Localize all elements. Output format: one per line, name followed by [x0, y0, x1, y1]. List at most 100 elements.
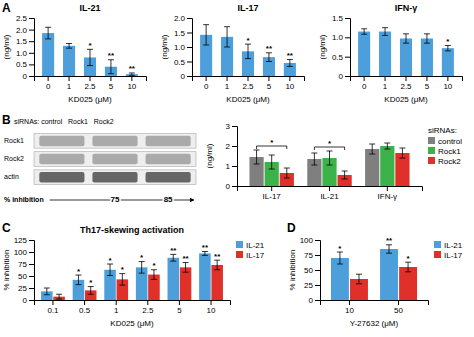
blot-row-label: actin [4, 173, 19, 180]
bar [42, 33, 54, 76]
blot-strip [34, 170, 196, 185]
blot-strip [34, 134, 196, 149]
panel-label: B [2, 113, 11, 127]
legend-entry: Rock2 [438, 157, 461, 166]
title: Th17-skewing activation [80, 225, 184, 235]
x-tick: 2.5 [142, 300, 154, 315]
blot-band [146, 136, 191, 147]
tick-label: 1 [226, 162, 231, 171]
legend-entry: IL-21 [444, 241, 463, 250]
tick-mark [110, 76, 111, 81]
tick-mark [345, 76, 350, 77]
blot-band [39, 154, 84, 165]
bracket-label: * [328, 139, 332, 148]
tick-mark [387, 186, 388, 191]
axis-line [35, 301, 231, 306]
x-tick: 0 [46, 76, 51, 91]
tick-label: 0 [23, 296, 28, 305]
tick-mark [289, 76, 290, 81]
error-bar [254, 150, 260, 164]
significance: ** [129, 64, 136, 73]
y-axis-label: (ng/ml) [318, 34, 327, 59]
blot-band [39, 136, 84, 147]
annotations: ************** [77, 243, 221, 287]
y-tick: 0.5 [332, 53, 350, 62]
data-label: 85 [164, 195, 173, 204]
axis-line [351, 77, 463, 82]
error-bar [245, 44, 251, 59]
bar [211, 265, 223, 300]
y-tick: 0 [23, 296, 34, 305]
tick-mark [84, 300, 85, 305]
error-bar [170, 254, 176, 261]
error-bar [384, 143, 390, 149]
tick-mark [232, 126, 237, 127]
tick-label: IFN-γ [378, 192, 398, 201]
axis-line [193, 77, 305, 82]
tick-mark [29, 64, 34, 65]
error-bar [405, 262, 411, 272]
legend-swatch [236, 241, 243, 248]
tick-mark [29, 30, 34, 31]
tick-label: 1.0 [332, 33, 344, 42]
legend-swatch [428, 157, 435, 164]
panel: 0123IL-17IL-21IFN-γ**(ng/ml)siRNAs:contr… [205, 122, 462, 201]
tick-label: 1.5 [332, 14, 344, 23]
error-bar [284, 168, 290, 178]
significance: * [88, 41, 92, 50]
plot-area [249, 143, 409, 186]
tick-mark [345, 37, 350, 38]
error-bar [107, 264, 113, 276]
blot-annotation: % inhibition [4, 196, 44, 203]
blot-band [92, 136, 137, 147]
tick-label: 10 [345, 306, 354, 315]
blot-band [146, 172, 191, 183]
tick-mark [349, 300, 350, 305]
blot-band [39, 172, 84, 183]
error-bar [75, 275, 81, 285]
tick-label: 3 [226, 122, 231, 131]
significance: ** [287, 51, 294, 60]
x-tick: 0.5 [79, 300, 91, 315]
tick-label: 2.0 [16, 26, 28, 35]
error-bar [44, 288, 50, 295]
x-axis: 012.5510 [193, 76, 305, 91]
y-tick: 2.0 [174, 14, 192, 23]
error-bar [214, 260, 220, 270]
tick-mark [29, 252, 34, 253]
y-tick: 0.5 [16, 60, 34, 69]
x-axis: 1050 [321, 300, 429, 315]
panel: 00.51.01.5012.5510*IFN-γKD025 (μM)(ng/ml… [318, 3, 463, 104]
tick-label: 50 [18, 272, 27, 281]
error-bar [202, 252, 208, 256]
error-bar [445, 45, 451, 50]
tick-mark [29, 288, 34, 289]
tick-label: 10 [443, 82, 452, 91]
tick-mark [406, 76, 407, 81]
y-tick: 125 [14, 236, 34, 245]
tick-label: 2.0 [174, 14, 186, 23]
tick-label: 2 [226, 142, 231, 151]
tick-mark [385, 76, 386, 81]
tick-label: 0.5 [16, 60, 28, 69]
tick-mark [29, 18, 34, 19]
x-tick: 5 [109, 76, 114, 91]
error-bar [361, 29, 367, 34]
error-bar [382, 28, 388, 36]
panel: 02550751001050****Y-27632 (μM)% inhibiti… [288, 236, 463, 328]
plot-area [41, 252, 223, 300]
panel-label: A [2, 1, 11, 15]
blot-header: siRNAs: control Rock1 Rock2 [14, 118, 114, 125]
tick-mark [29, 264, 34, 265]
y-axis: 0123 [226, 122, 238, 191]
bar [199, 253, 211, 300]
error-bar [183, 263, 189, 273]
tick-mark [29, 300, 34, 301]
significance: * [338, 244, 342, 253]
error-bar [66, 44, 72, 49]
error-bar [311, 153, 317, 165]
tick-label: 0.5 [332, 53, 344, 62]
tick-mark [364, 76, 365, 81]
tick-mark [179, 300, 180, 305]
tick-label: 75 [18, 260, 27, 269]
